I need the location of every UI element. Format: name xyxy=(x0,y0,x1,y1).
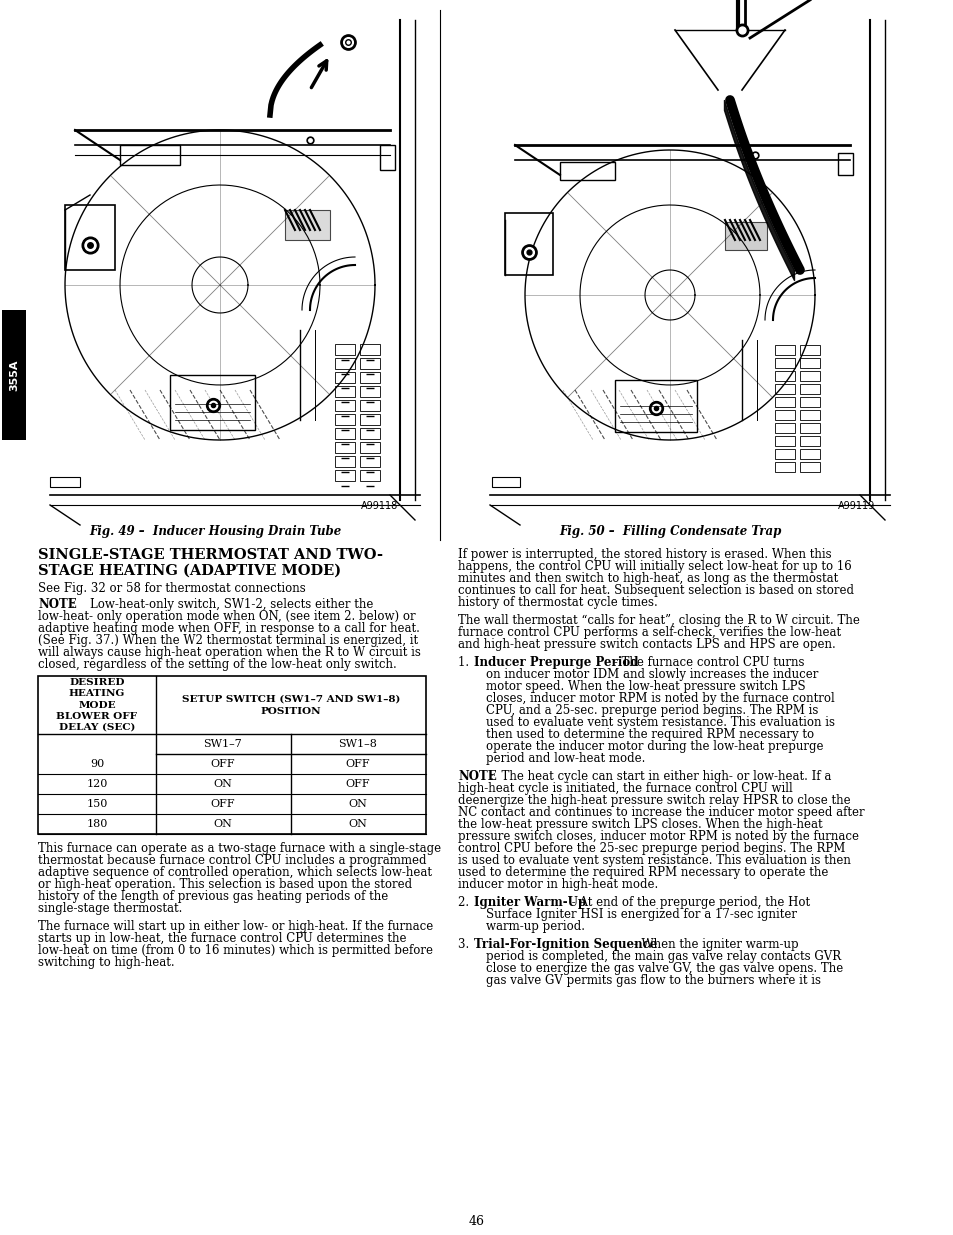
Text: A99118: A99118 xyxy=(360,501,397,511)
Bar xyxy=(774,396,794,408)
Text: will always cause high-heat operation when the R to W circuit is: will always cause high-heat operation wh… xyxy=(38,646,420,659)
Bar xyxy=(335,400,355,411)
Bar xyxy=(800,345,820,354)
Bar xyxy=(359,372,379,383)
Bar xyxy=(800,358,820,368)
Bar xyxy=(379,144,395,170)
Text: closes, inducer motor RPM is noted by the furnace control: closes, inducer motor RPM is noted by th… xyxy=(485,692,834,705)
Text: Trial-For-Ignition Sequence: Trial-For-Ignition Sequence xyxy=(474,939,657,951)
Bar xyxy=(492,477,519,487)
Text: adaptive sequence of controlled operation, which selects low-heat: adaptive sequence of controlled operatio… xyxy=(38,866,432,879)
Bar xyxy=(359,429,379,438)
Text: DESIRED
HEATING
MODE
BLOWER OFF
DELAY (SEC): DESIRED HEATING MODE BLOWER OFF DELAY (S… xyxy=(56,678,137,731)
Text: 3.: 3. xyxy=(457,939,473,951)
Bar xyxy=(359,358,379,369)
Bar xyxy=(285,210,330,240)
Bar xyxy=(774,436,794,446)
Text: operate the inducer motor during the low-heat prepurge: operate the inducer motor during the low… xyxy=(485,740,822,753)
Text: adaptive heating mode when OFF, in response to a call for heat.: adaptive heating mode when OFF, in respo… xyxy=(38,622,419,635)
Text: high-heat cycle is initiated, the furnace control CPU will: high-heat cycle is initiated, the furnac… xyxy=(457,782,792,795)
Text: Surface Igniter HSI is energized for a 17-sec igniter: Surface Igniter HSI is energized for a 1… xyxy=(485,908,796,921)
Bar xyxy=(774,410,794,420)
Bar xyxy=(774,384,794,394)
Bar xyxy=(774,358,794,368)
Bar xyxy=(335,442,355,453)
Bar xyxy=(800,436,820,446)
Text: starts up in low-heat, the furnace control CPU determines the: starts up in low-heat, the furnace contr… xyxy=(38,932,406,945)
Text: used to evaluate vent system resistance. This evaluation is: used to evaluate vent system resistance.… xyxy=(485,716,834,729)
Bar xyxy=(335,372,355,383)
Text: then used to determine the required RPM necessary to: then used to determine the required RPM … xyxy=(485,727,813,741)
Bar xyxy=(359,456,379,467)
Text: ON: ON xyxy=(348,799,367,809)
Bar xyxy=(774,450,794,459)
Text: OFF: OFF xyxy=(345,760,370,769)
Text: 355A: 355A xyxy=(9,359,19,390)
Text: - When the igniter warm-up: - When the igniter warm-up xyxy=(629,939,798,951)
Text: OFF: OFF xyxy=(211,760,235,769)
Bar xyxy=(335,387,355,396)
Text: NOTE: NOTE xyxy=(457,769,497,783)
Bar xyxy=(335,358,355,369)
Text: period and low-heat mode.: period and low-heat mode. xyxy=(485,752,644,764)
Text: gas valve GV permits gas flow to the burners where it is: gas valve GV permits gas flow to the bur… xyxy=(485,974,821,987)
Text: or high-heat operation. This selection is based upon the stored: or high-heat operation. This selection i… xyxy=(38,878,412,890)
Text: SW1–8: SW1–8 xyxy=(338,739,377,748)
Text: See Fig. 32 or 58 for thermostat connections: See Fig. 32 or 58 for thermostat connect… xyxy=(38,582,305,595)
Text: :  The heat cycle can start in either high- or low-heat. If a: : The heat cycle can start in either hig… xyxy=(490,769,830,783)
Bar xyxy=(837,153,852,175)
Text: low-heat- only operation mode when ON, (see item 2. below) or: low-heat- only operation mode when ON, (… xyxy=(38,610,416,622)
Bar xyxy=(800,370,820,382)
Text: ON: ON xyxy=(348,819,367,829)
Text: - The furnace control CPU turns: - The furnace control CPU turns xyxy=(609,656,803,669)
Text: 150: 150 xyxy=(86,799,108,809)
Bar xyxy=(335,345,355,354)
Text: single-stage thermostat.: single-stage thermostat. xyxy=(38,902,182,915)
Bar xyxy=(800,410,820,420)
Bar xyxy=(800,424,820,433)
Text: 120: 120 xyxy=(86,779,108,789)
Text: motor speed. When the low-heat pressure switch LPS: motor speed. When the low-heat pressure … xyxy=(485,680,804,693)
Text: on inducer motor IDM and slowly increases the inducer: on inducer motor IDM and slowly increase… xyxy=(485,668,818,680)
Text: OFF: OFF xyxy=(211,799,235,809)
Text: minutes and then switch to high-heat, as long as the thermostat: minutes and then switch to high-heat, as… xyxy=(457,572,838,585)
Text: low-heat on time (from 0 to 16 minutes) which is permitted before: low-heat on time (from 0 to 16 minutes) … xyxy=(38,944,433,957)
Text: 180: 180 xyxy=(86,819,108,829)
Bar xyxy=(38,676,426,834)
Text: OFF: OFF xyxy=(345,779,370,789)
Text: Fig. 50 –  Filling Condensate Trap: Fig. 50 – Filling Condensate Trap xyxy=(558,525,781,538)
Text: 1.: 1. xyxy=(457,656,473,669)
Bar xyxy=(65,205,115,270)
Text: warm-up period.: warm-up period. xyxy=(485,920,584,932)
Bar xyxy=(120,144,180,165)
Bar xyxy=(800,450,820,459)
Text: switching to high-heat.: switching to high-heat. xyxy=(38,956,174,969)
Bar xyxy=(724,222,766,249)
Bar xyxy=(2,310,26,440)
Text: history of the length of previous gas heating periods of the: history of the length of previous gas he… xyxy=(38,890,388,903)
Text: If power is interrupted, the stored history is erased. When this: If power is interrupted, the stored hist… xyxy=(457,548,831,561)
Bar xyxy=(335,414,355,425)
Text: 46: 46 xyxy=(469,1215,484,1228)
Text: SINGLE-STAGE THERMOSTAT AND TWO-: SINGLE-STAGE THERMOSTAT AND TWO- xyxy=(38,548,382,562)
Text: 90: 90 xyxy=(90,760,104,769)
Bar xyxy=(774,462,794,472)
Text: used to determine the required RPM necessary to operate the: used to determine the required RPM neces… xyxy=(457,866,827,879)
Text: pressure switch closes, inducer motor RPM is noted by the furnace: pressure switch closes, inducer motor RP… xyxy=(457,830,858,844)
Bar xyxy=(170,375,254,430)
Text: This furnace can operate as a two-stage furnace with a single-stage: This furnace can operate as a two-stage … xyxy=(38,842,440,855)
Text: control CPU before the 25-sec prepurge period begins. The RPM: control CPU before the 25-sec prepurge p… xyxy=(457,842,844,855)
Text: SETUP SWITCH (SW1–7 AND SW1–8)
POSITION: SETUP SWITCH (SW1–7 AND SW1–8) POSITION xyxy=(182,694,399,716)
Text: ON: ON xyxy=(213,819,233,829)
Bar xyxy=(335,456,355,467)
Text: 2.: 2. xyxy=(457,897,473,909)
Text: and high-heat pressure switch contacts LPS and HPS are open.: and high-heat pressure switch contacts L… xyxy=(457,638,835,651)
Text: - At end of the prepurge period, the Hot: - At end of the prepurge period, the Hot xyxy=(567,897,809,909)
Text: Fig. 49 –  Inducer Housing Drain Tube: Fig. 49 – Inducer Housing Drain Tube xyxy=(89,525,341,538)
Text: Inducer Prepurge Period: Inducer Prepurge Period xyxy=(474,656,638,669)
Bar xyxy=(359,414,379,425)
Text: A99119: A99119 xyxy=(837,501,874,511)
Bar xyxy=(359,471,379,480)
Text: the low-heat pressure switch LPS closes. When the high-heat: the low-heat pressure switch LPS closes.… xyxy=(457,818,821,831)
Bar xyxy=(774,424,794,433)
